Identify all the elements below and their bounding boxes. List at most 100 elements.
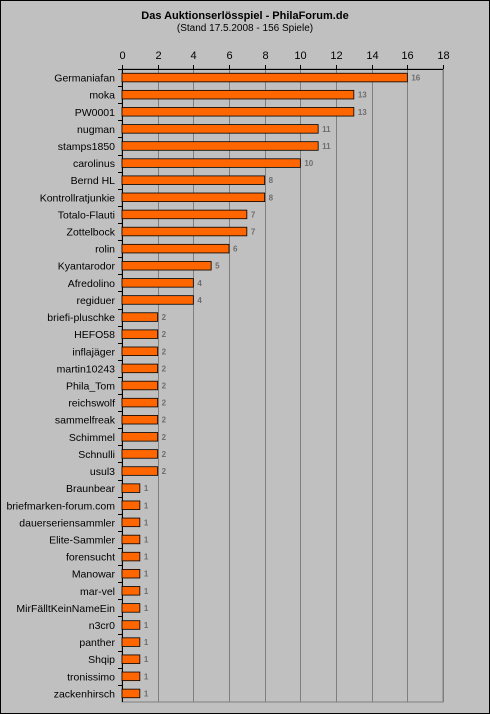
- bar: [121, 500, 141, 510]
- category-label: reichswolf: [68, 398, 115, 410]
- x-tick-label: 16: [401, 50, 413, 62]
- bar: [121, 688, 141, 699]
- bar: [121, 603, 141, 613]
- bar: [121, 534, 141, 545]
- category-label: martin10243: [57, 363, 116, 375]
- category-label: usul3: [90, 466, 115, 478]
- bar: [121, 483, 141, 493]
- category-label: tronissimo: [67, 671, 115, 683]
- data-label: 1: [144, 535, 149, 544]
- data-label: 8: [269, 176, 274, 185]
- bar: [121, 261, 212, 271]
- data-label: 13: [358, 108, 367, 117]
- bar: [121, 226, 248, 237]
- data-label: 11: [322, 125, 331, 134]
- data-label: 1: [144, 689, 149, 698]
- data-label: 10: [304, 159, 313, 168]
- data-label: 2: [162, 347, 167, 356]
- chart-title: Das Auktionserlösspiel - PhilaForum.de: [141, 10, 349, 22]
- category-label: HEFO58: [74, 329, 115, 341]
- category-label: Phila_Tom: [66, 381, 115, 393]
- data-label: 7: [251, 228, 256, 237]
- data-label: 13: [358, 91, 367, 100]
- data-label: 7: [251, 210, 256, 219]
- bar: [121, 415, 159, 425]
- category-label: Zottelbock: [67, 227, 116, 239]
- data-label: 2: [162, 450, 167, 459]
- plot-area: [121, 68, 444, 703]
- bar: [121, 671, 141, 682]
- category-label: Schimmel: [69, 432, 115, 444]
- bar: [121, 124, 319, 134]
- bar: [121, 158, 301, 168]
- tick-labels: 0 2 4 6 8 10 12 14 16 18: [119, 50, 449, 62]
- bar: [121, 192, 266, 203]
- category-label: Kontrollratjunkie: [40, 192, 115, 204]
- data-label: 1: [144, 672, 149, 681]
- data-label: 2: [162, 416, 167, 425]
- bar: [121, 449, 159, 459]
- x-tick-label: 6: [226, 50, 232, 62]
- bar: [121, 586, 141, 596]
- category-label: regiduer: [76, 295, 115, 307]
- data-label: 11: [322, 142, 331, 151]
- bar: [121, 380, 159, 391]
- category-label: Afredolino: [68, 278, 115, 290]
- bar: [121, 517, 141, 528]
- data-label: 4: [197, 296, 202, 305]
- bar: [121, 141, 319, 151]
- category-label: n3cr0: [89, 620, 115, 632]
- data-label: 5: [215, 262, 220, 271]
- category-label: briefi-pluschke: [47, 312, 115, 324]
- data-label: 1: [144, 553, 149, 562]
- category-label: dauerseriensammler: [19, 517, 115, 529]
- data-labels: 1613131111108877654422222222221111111111…: [144, 74, 421, 699]
- data-label: 4: [197, 279, 202, 288]
- bar: [121, 346, 159, 356]
- data-label: 8: [269, 193, 274, 202]
- chart-subtitle: (Stand 17.5.2008 - 156 Spiele): [176, 23, 314, 34]
- x-tick-label: 10: [294, 50, 306, 62]
- category-label: nugman: [77, 124, 115, 136]
- bar: [121, 466, 159, 476]
- data-label: 2: [162, 399, 167, 408]
- category-label: zackenhirsch: [54, 688, 115, 700]
- bar: [121, 363, 159, 374]
- data-label: 1: [144, 501, 149, 510]
- category-labels: Germaniafan moka PW0001 nugman stamps1850 car…: [6, 73, 115, 701]
- bar: [121, 175, 266, 185]
- category-label: Shqip: [88, 654, 115, 666]
- data-label: 1: [144, 638, 149, 647]
- category-label: panther: [79, 637, 115, 649]
- data-label: 1: [144, 518, 149, 527]
- bar: [121, 654, 141, 664]
- bar: [121, 620, 141, 630]
- category-label: inflajäger: [72, 346, 115, 358]
- category-label: stamps1850: [58, 141, 115, 153]
- category-label: Manowar: [72, 569, 116, 581]
- data-label: 1: [144, 570, 149, 579]
- category-label: briefmarken-forum.com: [6, 500, 115, 512]
- data-label: 2: [162, 330, 167, 339]
- x-tick-label: 8: [262, 50, 268, 62]
- category-label: Totalo-Flauti: [58, 209, 115, 221]
- x-tick-label: 0: [119, 50, 125, 62]
- category-label: Elite-Sammler: [49, 534, 115, 546]
- category-label: Bernd HL: [71, 175, 116, 187]
- bar: [121, 397, 159, 408]
- category-label: rolin: [95, 244, 115, 256]
- data-label: 1: [144, 484, 149, 493]
- category-label: MirFälltKeinNameEin: [16, 603, 115, 615]
- bar: [121, 243, 230, 254]
- category-label: mar-vel: [80, 586, 115, 598]
- bar: [121, 568, 141, 579]
- x-tick-label: 18: [437, 50, 449, 62]
- bar: [121, 278, 194, 288]
- bar: [121, 432, 159, 442]
- category-label: sammelfreak: [55, 415, 116, 427]
- data-label: 6: [233, 245, 238, 254]
- x-tick-label: 4: [190, 50, 196, 62]
- category-label: Kyantarodor: [58, 261, 116, 273]
- category-label: Braunbear: [66, 483, 116, 495]
